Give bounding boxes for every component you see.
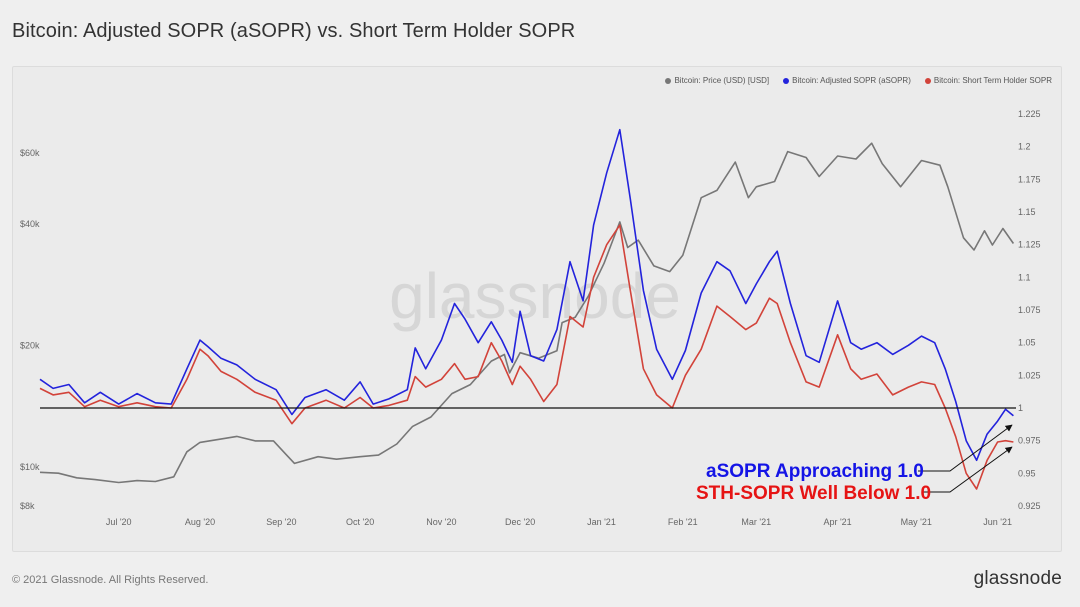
- right-tick-label: 1: [1018, 403, 1023, 413]
- right-tick-label: 1.1: [1018, 272, 1031, 282]
- right-tick-label: 0.95: [1018, 468, 1036, 478]
- x-tick-label: Dec '20: [505, 517, 535, 527]
- legend-dot-price: [665, 77, 672, 84]
- chart-panel: [12, 66, 1062, 552]
- legend-item-asopr[interactable]: Bitcoin: Adjusted SOPR (aSOPR): [783, 76, 911, 85]
- left-axis: $8k $10k $20k $40k $60k: [20, 148, 40, 511]
- annotation-arrows: [918, 424, 1013, 493]
- x-tick-label: Sep '20: [266, 517, 296, 527]
- x-tick-label: Jul '20: [106, 517, 132, 527]
- legend-dot-sth-sopr: [924, 77, 931, 84]
- series-layer: [39, 128, 1015, 490]
- x-tick-label: Feb '21: [668, 517, 698, 527]
- legend-label-sth-sopr: Bitcoin: Short Term Holder SOPR: [933, 76, 1052, 85]
- legend-item-sth-sopr[interactable]: Bitcoin: Short Term Holder SOPR: [924, 76, 1052, 85]
- right-tick-label: 1.225: [1018, 109, 1041, 119]
- footer-copyright: © 2021 Glassnode. All Rights Reserved.: [12, 574, 209, 586]
- glassnode-logo[interactable]: glassnode: [973, 568, 1062, 589]
- right-tick-label: 0.925: [1018, 501, 1041, 511]
- annotation-asopr: aSOPR Approaching 1.0: [706, 461, 924, 482]
- x-tick-label: Oct '20: [346, 517, 374, 527]
- x-tick-label: May '21: [901, 517, 932, 527]
- x-tick-label: Jun '21: [983, 517, 1012, 527]
- right-tick-label: 1.075: [1018, 305, 1041, 315]
- left-tick-label: $60k: [20, 148, 40, 158]
- right-tick-label: 1.05: [1018, 338, 1036, 348]
- right-tick-label: 0.975: [1018, 436, 1041, 446]
- right-tick-label: 1.2: [1018, 142, 1031, 152]
- right-tick-label: 1.15: [1018, 207, 1036, 217]
- right-axis: 0.925 0.95 0.975 1 1.025 1.05 1.075 1.1 1.125 1.1…: [1018, 109, 1041, 511]
- annotation-sth-sopr: STH-SOPR Well Below 1.0: [696, 483, 932, 504]
- right-tick-label: 1.125: [1018, 240, 1041, 250]
- annotation-arrow-sth-sopr: [922, 446, 1013, 493]
- x-tick-label: Apr '21: [823, 517, 851, 527]
- x-tick-label: Nov '20: [426, 517, 456, 527]
- left-tick-label: $8k: [20, 501, 35, 511]
- x-tick-label: Aug '20: [185, 517, 215, 527]
- legend-label-asopr: Bitcoin: Adjusted SOPR (aSOPR): [792, 76, 911, 85]
- page-title: Bitcoin: Adjusted SOPR (aSOPR) vs. Short…: [12, 20, 576, 42]
- asopr-line: [39, 128, 1014, 462]
- right-tick-label: 1.025: [1018, 370, 1041, 380]
- legend-dot-asopr: [783, 77, 790, 84]
- x-axis: Jul '20 Aug '20 Sep '20 Oct '20 Nov '20 Dec '…: [106, 517, 1012, 527]
- x-tick-label: Mar '21: [741, 517, 771, 527]
- legend-item-price[interactable]: Bitcoin: Price (USD) [USD]: [665, 76, 769, 85]
- sth-sopr-line: [39, 224, 1014, 490]
- right-tick-label: 1.175: [1018, 174, 1041, 184]
- x-tick-label: Jan '21: [587, 517, 616, 527]
- chart-legend: Bitcoin: Price (USD) [USD] Bitcoin: Adju…: [665, 76, 1052, 85]
- legend-label-price: Bitcoin: Price (USD) [USD]: [674, 76, 770, 85]
- left-tick-label: $20k: [20, 341, 40, 351]
- watermark-text: glassnode: [389, 260, 681, 332]
- left-tick-label: $10k: [20, 462, 40, 472]
- left-tick-label: $40k: [20, 219, 40, 229]
- annotation-arrow-asopr: [918, 424, 1013, 472]
